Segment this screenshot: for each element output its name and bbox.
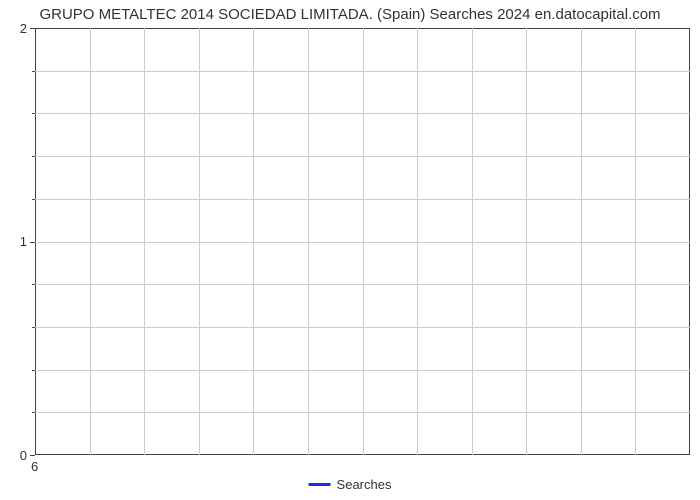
- y-tick-minor: [32, 284, 35, 285]
- y-tick-major: [30, 242, 35, 243]
- y-tick-minor: [32, 199, 35, 200]
- grid-horizontal: [35, 412, 690, 413]
- grid-horizontal: [35, 370, 690, 371]
- y-tick-label: 1: [20, 234, 27, 249]
- grid-horizontal: [35, 156, 690, 157]
- y-tick-minor: [32, 156, 35, 157]
- y-tick-minor: [32, 71, 35, 72]
- y-tick-major: [30, 455, 35, 456]
- x-tick-label: 6: [31, 459, 38, 474]
- legend-swatch: [309, 483, 331, 486]
- y-tick-label: 2: [20, 21, 27, 36]
- chart-container: GRUPO METALTEC 2014 SOCIEDAD LIMITADA. (…: [0, 0, 700, 500]
- y-tick-major: [30, 28, 35, 29]
- y-tick-minor: [32, 327, 35, 328]
- y-tick-minor: [32, 412, 35, 413]
- grid-horizontal: [35, 71, 690, 72]
- legend: Searches: [309, 477, 392, 492]
- grid-horizontal: [35, 113, 690, 114]
- y-tick-label: 0: [20, 448, 27, 463]
- grid-horizontal: [35, 242, 690, 243]
- grid-horizontal: [35, 199, 690, 200]
- chart-title: GRUPO METALTEC 2014 SOCIEDAD LIMITADA. (…: [0, 6, 700, 23]
- y-tick-minor: [32, 113, 35, 114]
- grid-horizontal: [35, 327, 690, 328]
- grid-horizontal: [35, 284, 690, 285]
- legend-label: Searches: [337, 477, 392, 492]
- y-tick-minor: [32, 370, 35, 371]
